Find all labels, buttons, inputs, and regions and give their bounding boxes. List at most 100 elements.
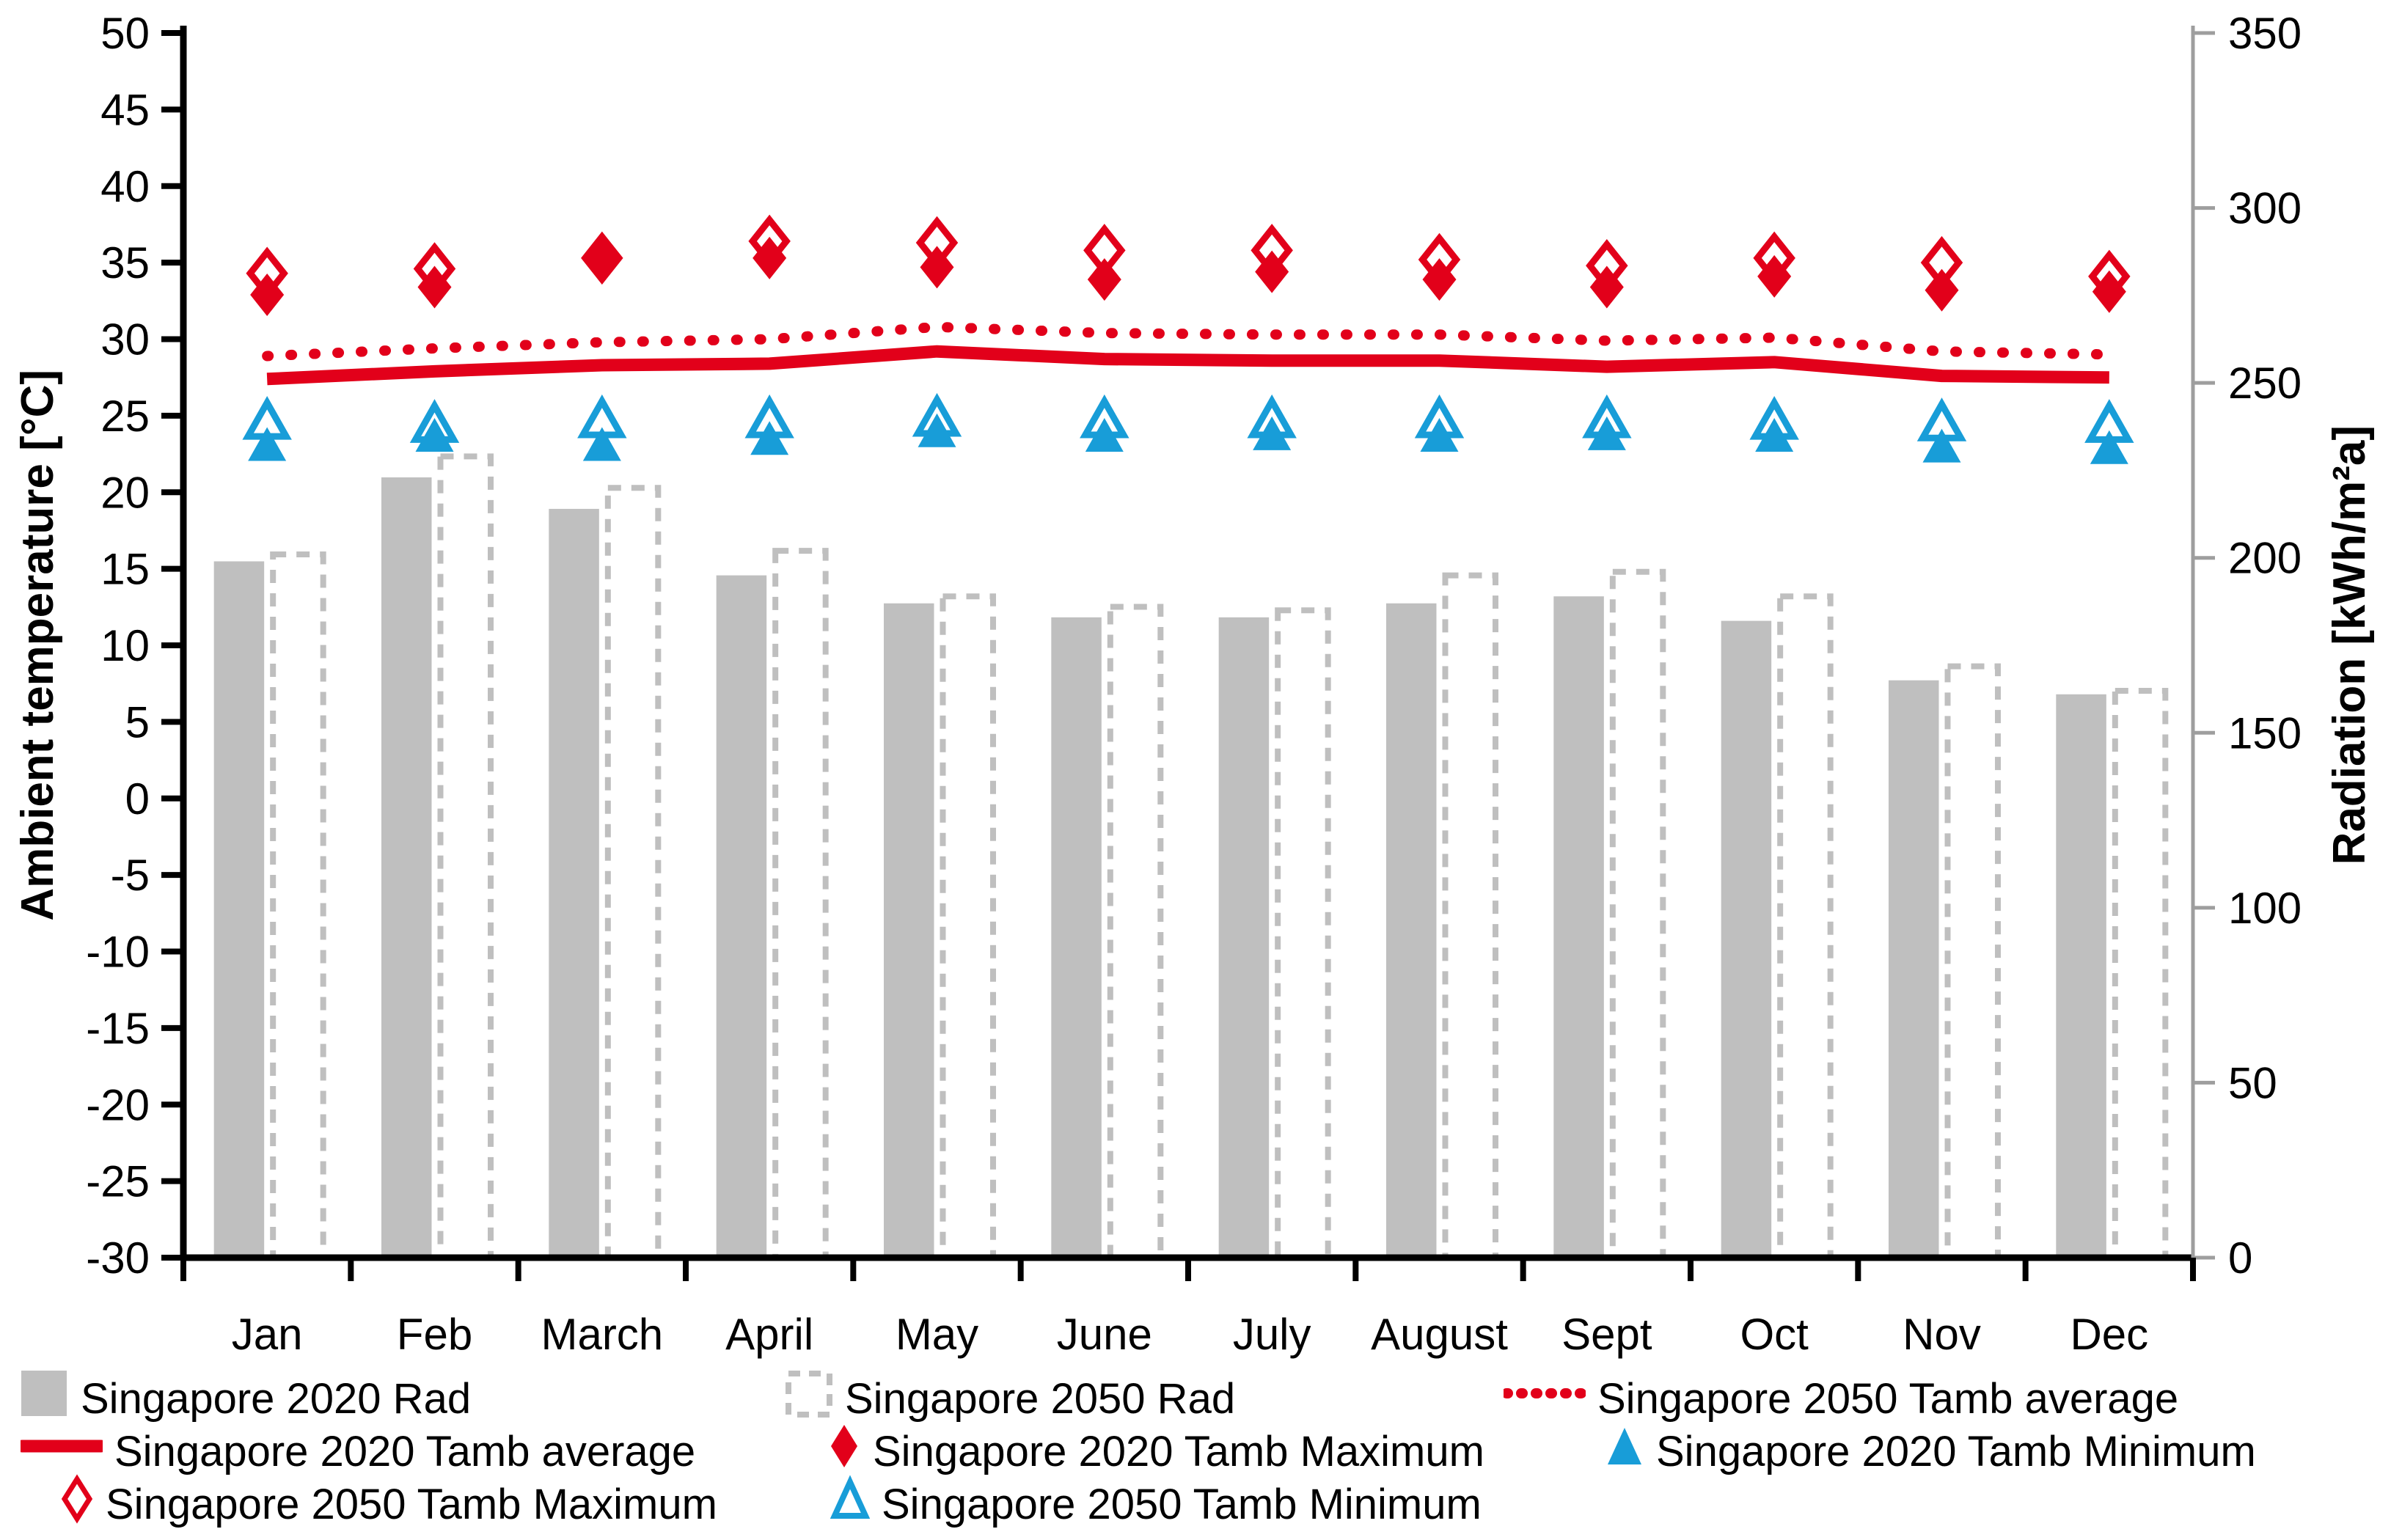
left-axis-tick-label: -20	[86, 1080, 150, 1129]
left-axis-tick-label: 35	[100, 238, 150, 287]
marker-tamb-max-2020	[1087, 258, 1121, 301]
marker-tamb-min-2020	[248, 427, 287, 461]
legend-label: Singapore 2020 Tamb Maximum	[873, 1427, 1484, 1475]
legend-item-tamb-min-2020: Singapore 2020 Tamb Minimum	[1605, 1426, 2256, 1477]
marker-tamb-max-2020	[585, 240, 619, 283]
bar-rad-2020	[1218, 617, 1270, 1258]
month-label: Sept	[1561, 1310, 1652, 1359]
legend-item-tamb-max-2020: Singapore 2020 Tamb Maximum	[827, 1425, 1484, 1477]
marker-tamb-min-2020	[1755, 418, 1794, 452]
legend-label: Singapore 2050 Tamb Maximum	[106, 1480, 717, 1528]
marker-tamb-max-2020	[1925, 268, 1959, 312]
right-axis-title-box: Radiation [kWh/m²a]	[2316, 33, 2382, 1258]
left-axis-tick-label: 5	[125, 697, 150, 747]
marker-tamb-max-2020	[1255, 250, 1289, 293]
bar-rad-2050	[1609, 568, 1666, 1261]
marker-tamb-max-2020	[417, 265, 452, 309]
legend-item-tamb-avg-2050: Singapore 2050 Tamb average	[1501, 1373, 2179, 1424]
month-label: Dec	[2070, 1310, 2148, 1359]
line-tamb-average-2050	[262, 321, 2114, 362]
bar-rad-2050	[1777, 593, 1834, 1261]
legend-swatch-tamb-min-2020-icon	[1605, 1420, 1644, 1482]
legend-label: Singapore 2050 Rad	[845, 1374, 1236, 1423]
left-axis-tick-label: 45	[100, 85, 150, 134]
marker-tamb-min-2020	[582, 427, 621, 461]
legend-item-tamb-max-2050: Singapore 2050 Tamb Maximum	[60, 1474, 717, 1530]
right-axis-tick-label: 150	[2228, 708, 2302, 758]
marker-tamb-max-2020	[1422, 258, 1457, 301]
legend-swatch-tamb-min-2050-icon	[830, 1473, 871, 1535]
bar-rad-2020	[884, 603, 934, 1258]
marker-tamb-max-2020	[1757, 254, 1792, 298]
month-label: April	[725, 1310, 813, 1359]
marker-tamb-max-2020	[250, 273, 285, 316]
left-axis-tick-label: 10	[100, 621, 150, 670]
marker-tamb-min-2020	[1085, 418, 1124, 452]
left-axis-tick-label: -15	[86, 1004, 150, 1053]
month-label: March	[541, 1310, 663, 1359]
month-label: August	[1371, 1310, 1508, 1359]
right-axis-tick-label: 50	[2228, 1058, 2277, 1107]
marker-tamb-min-2020	[415, 418, 454, 452]
legend-swatch-rad-2020-icon	[21, 1368, 69, 1429]
left-axis-tick-label: 50	[100, 9, 150, 58]
left-axis-tick-label: -25	[86, 1157, 150, 1206]
legend-swatch-tamb-max-2020-icon	[827, 1420, 861, 1482]
right-axis-title: Radiation [kWh/m²a]	[2324, 425, 2375, 865]
month-label: July	[1233, 1310, 1311, 1359]
right-axis-tick-label: 200	[2228, 534, 2302, 583]
left-axis-tick-label: 20	[100, 468, 150, 517]
legend-item-rad-2020: Singapore 2020 Rad	[21, 1371, 471, 1424]
marker-tamb-max-2020	[753, 236, 787, 279]
marker-tamb-max-2020	[2092, 270, 2126, 313]
month-label: Feb	[397, 1310, 472, 1359]
bar-rad-2050	[270, 551, 326, 1261]
legend-label: Singapore 2050 Tamb average	[1597, 1374, 2179, 1423]
left-axis-tick-label: 0	[125, 774, 150, 824]
bar-rad-2020	[213, 561, 265, 1258]
marker-tamb-max-2020	[920, 246, 954, 289]
left-axis-title: Ambient temperature [°C]	[12, 370, 63, 921]
left-axis-tick-label: -30	[86, 1233, 150, 1283]
month-label: Oct	[1740, 1310, 1809, 1359]
month-label: June	[1057, 1310, 1152, 1359]
bar-rad-2050	[1442, 572, 1498, 1261]
bar-rad-2050	[1275, 607, 1331, 1261]
bar-rad-2020	[1051, 617, 1102, 1258]
right-axis-tick-label: 250	[2228, 359, 2302, 408]
left-axis-title-box: Ambient temperature [°C]	[4, 33, 70, 1258]
bar-rad-2050	[2112, 688, 2169, 1261]
legend-swatch-rad-2050-icon	[785, 1368, 833, 1429]
marker-tamb-min-2020	[1922, 428, 1961, 463]
legend-label: Singapore 2020 Tamb Minimum	[1656, 1427, 2256, 1475]
bar-rad-2050	[1944, 663, 2001, 1261]
legend-swatch-tamb-max-2050-icon	[60, 1473, 94, 1535]
legend-item-tamb-avg-2020: Singapore 2020 Tamb average	[15, 1426, 696, 1477]
bar-rad-2020	[716, 575, 767, 1258]
right-axis-tick-label: 100	[2228, 884, 2302, 933]
bar-rad-2020	[2056, 694, 2106, 1258]
left-axis-tick-label: 25	[100, 392, 150, 441]
bar-rad-2050	[772, 548, 829, 1261]
right-axis-tick-label: 350	[2228, 9, 2302, 58]
bar-rad-2020	[549, 508, 599, 1258]
left-axis-tick-label: -5	[111, 851, 150, 900]
marker-tamb-min-2020	[2090, 430, 2128, 464]
left-axis-tick-label: 40	[100, 162, 150, 211]
bar-rad-2020	[1889, 680, 1939, 1258]
marker-tamb-min-2020	[1253, 416, 1292, 450]
marker-tamb-min-2020	[918, 413, 956, 447]
right-axis-tick-label: 300	[2228, 184, 2302, 233]
legend-swatch-tamb-avg-2050-icon	[1501, 1368, 1588, 1429]
left-axis-tick-label: 30	[100, 315, 150, 364]
month-label: Jan	[232, 1310, 303, 1359]
marker-tamb-min-2020	[1587, 416, 1626, 450]
legend-label: Singapore 2020 Tamb average	[114, 1427, 696, 1475]
bar-rad-2020	[381, 477, 432, 1258]
legend-label: Singapore 2050 Tamb Minimum	[882, 1480, 1482, 1528]
legend-swatch-tamb-avg-2020-icon	[15, 1420, 108, 1482]
left-axis-tick-label: 15	[100, 545, 150, 594]
marker-tamb-max-2020	[1589, 265, 1624, 309]
